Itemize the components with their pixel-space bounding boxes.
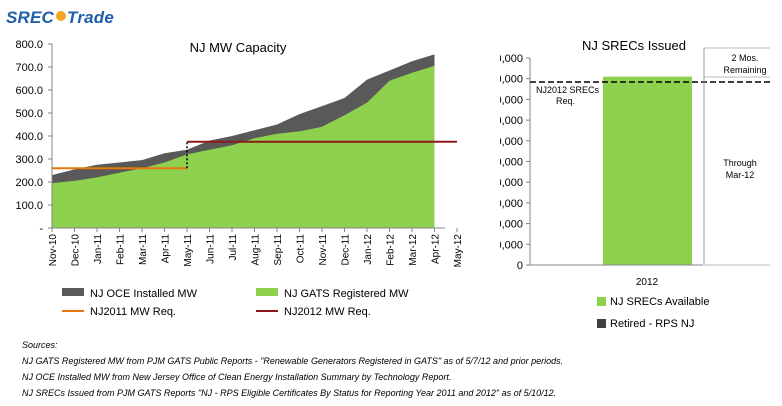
logo-text-trade: Trade bbox=[67, 8, 115, 27]
legend-label: NJ2012 MW Req. bbox=[284, 306, 371, 318]
x-tick-label: Mar-12 bbox=[408, 234, 419, 266]
chart-title: NJ MW Capacity bbox=[190, 40, 287, 55]
y-tick-label: 450,000 bbox=[500, 74, 523, 86]
y-tick-label: 250,000 bbox=[500, 157, 523, 169]
legend-label: NJ OCE Installed MW bbox=[90, 288, 198, 300]
x-tick-label: Dec-10 bbox=[71, 234, 82, 267]
x-tick-label: Aug-11 bbox=[251, 234, 262, 266]
mw-capacity-chart: NJ MW Capacity - 100.0 200.0 300.0 400.0 500.… bbox=[15, 39, 464, 318]
y-tick-label: 300,000 bbox=[500, 136, 523, 148]
y-tick-label: 100,000 bbox=[500, 219, 523, 231]
sources-note: Sources: NJ GATS Registered MW from PJM … bbox=[22, 337, 563, 401]
source-line: NJ OCE Installed MW from New Jersey Offi… bbox=[22, 372, 452, 382]
legend-swatch bbox=[256, 288, 278, 296]
legend-swatch bbox=[597, 319, 606, 328]
srecs-issued-chart: NJ SRECs Issued 0 50,000 100,000 150,000 200… bbox=[500, 38, 770, 330]
requirement-label: NJ2012 SRECs bbox=[536, 85, 600, 95]
annotation-label: Mar-12 bbox=[726, 170, 755, 180]
y-tick-label: 600.0 bbox=[15, 85, 43, 97]
annotation-label: Remaining bbox=[723, 65, 766, 75]
y-tick-label: 700.0 bbox=[15, 62, 43, 74]
legend-label: NJ GATS Registered MW bbox=[284, 288, 409, 300]
annotation-label: Through bbox=[723, 158, 757, 168]
x-tick-label: May-12 bbox=[453, 234, 464, 268]
x-tick-label: May-11 bbox=[183, 234, 194, 267]
gats-registered-area bbox=[52, 65, 435, 228]
x-tick-label: Mar-11 bbox=[138, 234, 149, 265]
x-tick-label: Feb-11 bbox=[116, 234, 127, 265]
y-tick-label: 100.0 bbox=[15, 200, 43, 212]
sources-heading: Sources: bbox=[22, 340, 58, 350]
x-tick-label: Dec-11 bbox=[341, 234, 352, 266]
y-tick-label: 400,000 bbox=[500, 94, 523, 106]
x-tick-label: Nov-10 bbox=[48, 234, 59, 267]
y-tick-label: 800.0 bbox=[15, 39, 43, 51]
annotation-label: 2 Mos. bbox=[731, 53, 758, 63]
y-tick-label: 150,000 bbox=[500, 198, 523, 210]
y-tick-label: 0 bbox=[517, 260, 523, 272]
y-tick-label: 50,000 bbox=[500, 239, 523, 251]
chart-title: NJ SRECs Issued bbox=[582, 38, 686, 53]
y-tick-label: 500,000 bbox=[500, 53, 523, 65]
srecs-available-bar bbox=[603, 76, 692, 265]
y-tick-label: 350,000 bbox=[500, 115, 523, 127]
x-tick-label: Apr-11 bbox=[161, 234, 172, 264]
legend-swatch bbox=[597, 297, 606, 306]
x-tick-label: 2012 bbox=[636, 277, 659, 288]
logo-text-srec: SREC bbox=[6, 8, 55, 27]
legend-label: NJ SRECs Available bbox=[610, 296, 709, 308]
x-tick-label: Jan-11 bbox=[93, 234, 104, 264]
x-tick-label: Nov-11 bbox=[318, 234, 329, 266]
x-tick-label: Jun-11 bbox=[206, 234, 217, 264]
x-tick-label: Oct-11 bbox=[296, 234, 307, 264]
y-tick-label: 200,000 bbox=[500, 177, 523, 189]
legend-swatch bbox=[62, 288, 84, 296]
legend-label: NJ2011 MW Req. bbox=[90, 306, 176, 318]
requirement-label: Req. bbox=[556, 96, 575, 106]
y-tick-label: 400.0 bbox=[15, 131, 43, 143]
x-tick-label: Sep-11 bbox=[273, 234, 284, 266]
x-tick-label: Jan-12 bbox=[363, 234, 374, 265]
source-line: NJ SRECs Issued from PJM GATS Reports "N… bbox=[22, 388, 557, 398]
srec-trade-logo: SREC Trade bbox=[6, 8, 114, 28]
source-line: NJ GATS Registered MW from PJM GATS Publ… bbox=[22, 356, 564, 366]
x-tick-label: Jul-11 bbox=[228, 234, 239, 261]
y-tick-label: 300.0 bbox=[15, 154, 43, 166]
y-tick-label: 500.0 bbox=[15, 108, 43, 120]
legend-label: Retired - RPS NJ bbox=[610, 318, 694, 330]
y-tick-label: - bbox=[39, 223, 43, 235]
y-tick-label: 200.0 bbox=[15, 177, 43, 189]
x-tick-label: Apr-12 bbox=[431, 234, 442, 264]
sun-icon bbox=[56, 11, 67, 21]
x-tick-label: Feb-12 bbox=[386, 234, 397, 266]
